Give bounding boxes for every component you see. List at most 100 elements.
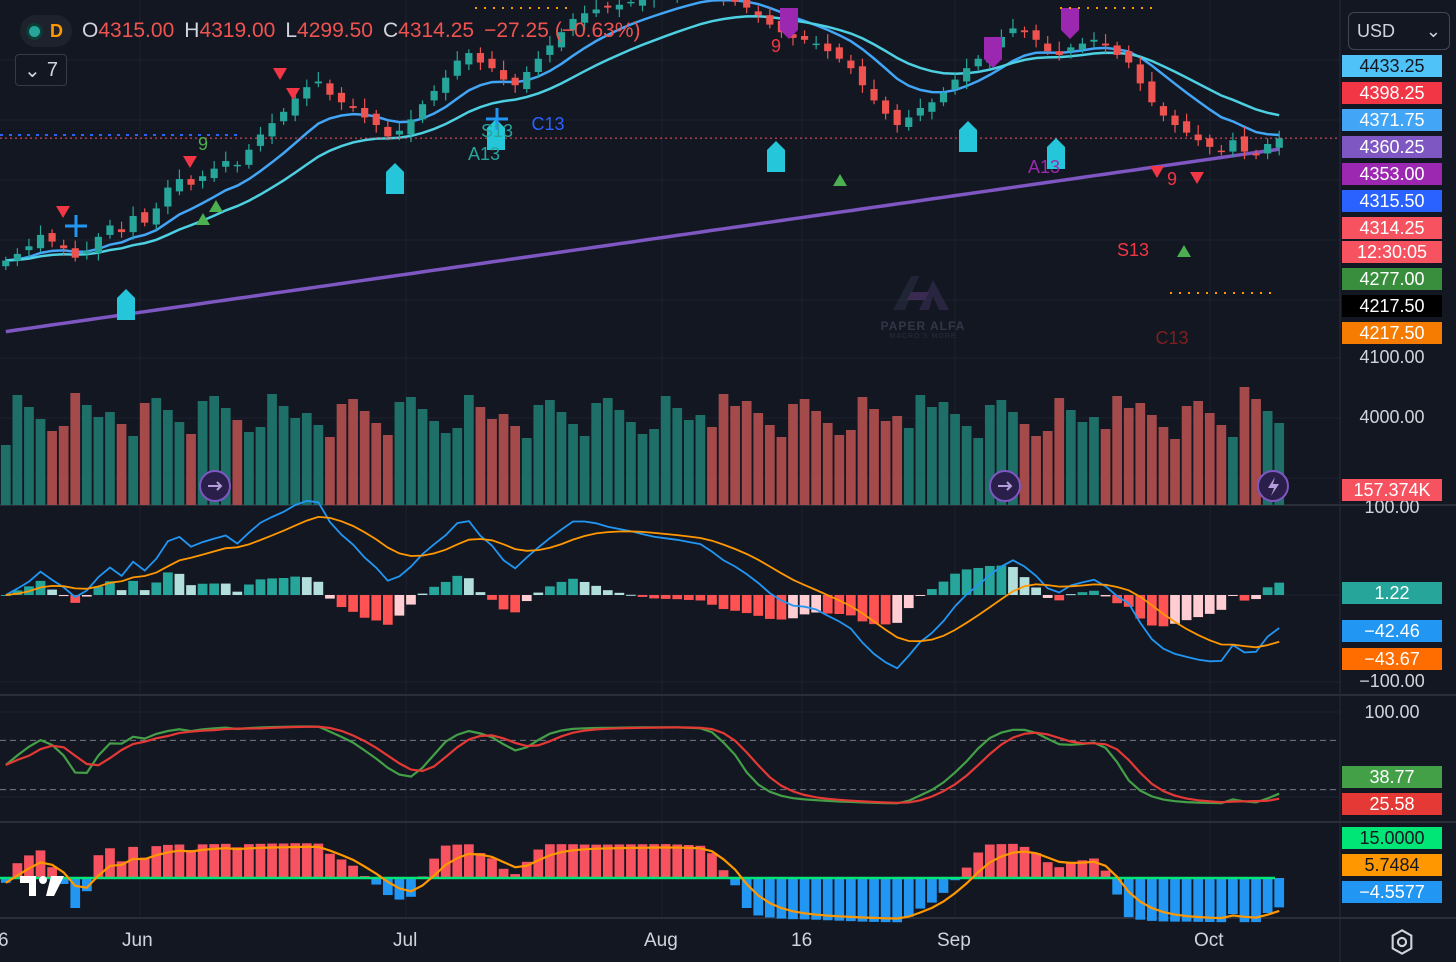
volume-bar (799, 399, 810, 505)
candle-body (164, 187, 172, 207)
candle-body (731, 0, 739, 2)
oscillator-bar (12, 863, 23, 878)
low-value: 4299.50 (297, 19, 373, 42)
candle (615, 0, 623, 18)
gear-icon[interactable] (1388, 928, 1416, 956)
candle (905, 109, 913, 131)
candle (731, 0, 739, 6)
signal-annotation: 9 (771, 36, 781, 56)
oscillator-bar (649, 844, 659, 878)
candle-body (1275, 138, 1283, 148)
macd-histogram-bar (707, 595, 717, 605)
oscillator-bar (290, 843, 301, 878)
oscillator-bar (35, 850, 46, 878)
volume-bar (927, 407, 937, 505)
candle-body (1020, 30, 1029, 33)
candle (256, 126, 265, 152)
macd-histogram-bar (811, 595, 822, 613)
candle-body (592, 9, 600, 14)
candle (1136, 56, 1144, 91)
candle (1252, 149, 1260, 160)
open-label: O (82, 19, 99, 42)
macd-histogram-bar (718, 595, 729, 610)
macd-histogram-bar (788, 595, 798, 619)
candle (766, 7, 774, 29)
timeframe-badge[interactable]: D (20, 15, 72, 47)
oscillator-value-label: 15.0000 (1342, 827, 1442, 849)
time-axis-label: Jul (393, 930, 418, 951)
candle (175, 169, 184, 196)
candle (60, 239, 68, 256)
oscillator-bar (1089, 858, 1099, 878)
volume-bar (973, 438, 984, 505)
macd-histogram-bar (1216, 595, 1227, 610)
macd-histogram-bar (382, 595, 393, 625)
macd-histogram-bar (753, 595, 764, 616)
macd-histogram-bar (614, 592, 625, 595)
macd-histogram-bar (961, 569, 972, 595)
volume-bar (753, 413, 764, 505)
volume-bar (545, 400, 555, 505)
macd-histogram-bar (406, 595, 416, 605)
oscillator-bar (1204, 878, 1215, 923)
candle-body (916, 108, 924, 116)
volume-bar (776, 437, 787, 505)
candle (800, 30, 809, 44)
oscillator-bar (614, 844, 625, 878)
oscillator-bar (1170, 878, 1180, 922)
candle (210, 161, 218, 182)
candle-body (1148, 81, 1156, 103)
indicator-count: 7 (46, 58, 58, 81)
macd-histogram-bar (1031, 587, 1041, 595)
candle-body (963, 68, 971, 82)
volume-bar (382, 435, 393, 505)
oscillator-bar (1100, 870, 1111, 878)
oscillator-bar (741, 878, 752, 908)
volume-bar (996, 400, 1007, 505)
signal-line (5, 515, 1280, 649)
candle (291, 92, 299, 122)
volume-bar (707, 427, 717, 505)
candle-body (199, 176, 207, 181)
oscillator-bar (1123, 878, 1134, 918)
macd-histogram-bar (1042, 595, 1053, 598)
candle (442, 70, 450, 101)
oscillator-bar (220, 843, 231, 878)
stochastic-pane (0, 725, 1340, 805)
macd-histogram-bar (649, 595, 659, 599)
oscillator-bar (568, 844, 578, 878)
tradingview-logo-icon[interactable] (18, 870, 70, 898)
currency-select[interactable]: USD ⌄ (1348, 12, 1450, 50)
candle (1206, 134, 1214, 155)
volume-bar (788, 404, 798, 505)
macd-pane (0, 499, 1285, 670)
candle-body (1032, 30, 1040, 40)
candle (83, 241, 91, 260)
volume-bar (521, 438, 532, 505)
candle (326, 79, 334, 101)
oscillator-bar (591, 844, 602, 878)
macd-histogram-bar (1065, 594, 1076, 596)
candle (48, 229, 56, 248)
candle (1090, 32, 1098, 48)
candle-body (418, 104, 427, 120)
watermark-subtitle: MACRO'S MORE (889, 333, 957, 340)
volume-bar (475, 407, 486, 505)
candle-body (106, 225, 114, 235)
candle-body (754, 11, 762, 16)
indicators-collapse-button[interactable]: ⌄ 7 (15, 54, 67, 86)
macd-histogram-bar (255, 579, 266, 595)
candle (1125, 45, 1133, 69)
sma-long-line (5, 147, 1280, 334)
candle-body (928, 102, 936, 112)
volume-bar (116, 424, 127, 505)
volume-bar (417, 409, 428, 505)
macd-histogram-bar (267, 578, 277, 595)
volume-bar (47, 431, 57, 505)
candle-body (117, 229, 126, 233)
volume-bar (741, 401, 752, 505)
macd-histogram-bar (0, 595, 11, 596)
oscillator-bar (1147, 878, 1157, 921)
sell-triangle-marker (1190, 172, 1204, 184)
